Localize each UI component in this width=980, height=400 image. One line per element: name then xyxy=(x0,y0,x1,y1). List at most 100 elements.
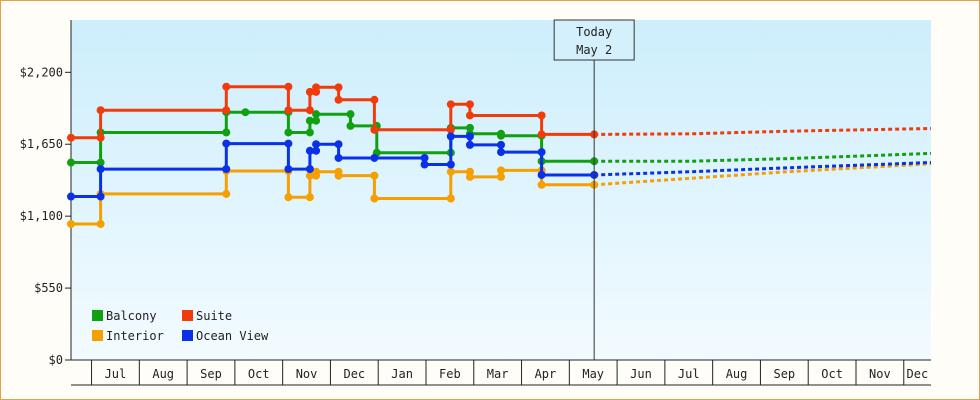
series-point xyxy=(312,110,321,119)
y-tick-label: $1,100 xyxy=(20,209,63,223)
today-marker: Today May 2 xyxy=(553,19,635,360)
x-tick-label: Jan xyxy=(391,367,413,381)
series-point xyxy=(312,116,321,125)
today-date: May 2 xyxy=(576,43,612,57)
series-point xyxy=(497,172,505,181)
series-point xyxy=(222,106,231,115)
x-tick-label: Apr xyxy=(535,367,557,381)
series-point xyxy=(222,139,231,148)
series-point xyxy=(96,220,105,228)
series-point xyxy=(305,193,314,202)
series-point xyxy=(284,106,293,115)
series-point xyxy=(537,180,546,189)
y-tick-label: $550 xyxy=(34,281,63,295)
series-point xyxy=(222,128,231,137)
series-point xyxy=(284,128,293,137)
today-label-box xyxy=(553,19,635,61)
legend-label: Interior xyxy=(106,329,164,343)
series-point xyxy=(497,140,505,149)
series-point xyxy=(222,165,231,174)
x-tick-label: Nov xyxy=(296,367,318,381)
series-point xyxy=(284,193,293,202)
legend: Balcony Suite Interior Ocean View xyxy=(92,309,269,343)
series-point xyxy=(334,140,343,149)
series-point xyxy=(334,171,343,180)
series-point xyxy=(284,139,293,148)
series-point xyxy=(305,116,314,125)
series-line-1 xyxy=(71,85,595,140)
y-tick-label: $1,650 xyxy=(20,137,63,151)
series-point xyxy=(305,165,314,174)
series-point xyxy=(96,158,105,167)
legend-label: Ocean View xyxy=(196,329,269,343)
x-tick-label: Oct xyxy=(821,367,843,381)
legend-label: Suite xyxy=(196,309,232,323)
series-point xyxy=(67,158,75,167)
series-point xyxy=(446,132,455,141)
series-point xyxy=(305,128,314,137)
x-tick-label: Dec xyxy=(907,367,929,381)
series-point xyxy=(96,133,105,142)
series-point xyxy=(370,95,379,104)
series-layer xyxy=(67,82,932,228)
series-point xyxy=(370,171,379,180)
series-point xyxy=(312,167,321,176)
series-point xyxy=(420,160,429,169)
series-point xyxy=(497,166,505,175)
series-point xyxy=(67,220,75,228)
x-tick-label: May xyxy=(582,367,604,381)
series-point xyxy=(96,165,105,174)
plot-area xyxy=(71,20,931,360)
series-point xyxy=(346,110,355,119)
y-axis: $0 $550 $1,100 $1,650 $2,200 xyxy=(20,20,72,367)
x-tick-label: Jul xyxy=(678,367,700,381)
series-point xyxy=(370,194,379,203)
legend-swatch xyxy=(182,310,193,321)
x-axis: Jul Aug Sep Oct Nov Dec Jan Feb Mar Apr May Jun Jul A… xyxy=(71,359,931,386)
legend-label: Balcony xyxy=(106,309,157,323)
series-point xyxy=(465,132,474,141)
series-point xyxy=(284,82,293,91)
x-tick-label: Mar xyxy=(487,367,509,381)
legend-swatch xyxy=(92,330,103,341)
series-point xyxy=(334,153,343,162)
legend-swatch xyxy=(182,330,193,341)
series-point xyxy=(446,160,455,169)
series-point xyxy=(346,121,355,130)
series-point xyxy=(465,172,474,181)
series-point xyxy=(370,125,379,134)
series-point xyxy=(305,106,314,115)
series-point xyxy=(96,192,105,201)
series-point xyxy=(465,140,474,149)
legend-swatch xyxy=(92,310,103,321)
series-point xyxy=(465,111,474,120)
today-label: Today xyxy=(576,25,612,39)
series-point xyxy=(446,125,455,134)
series-point xyxy=(420,153,429,162)
series-point xyxy=(312,146,321,155)
series-point xyxy=(67,133,75,142)
series-point xyxy=(537,130,546,139)
series-point xyxy=(334,95,343,104)
series-point xyxy=(465,100,474,109)
series-point xyxy=(537,148,546,157)
x-tick-label: Aug xyxy=(726,367,748,381)
series-point xyxy=(370,153,379,162)
series-point xyxy=(305,146,314,155)
series-point xyxy=(241,108,250,117)
series-point xyxy=(446,194,455,203)
series-point xyxy=(465,123,474,132)
series-point xyxy=(446,100,455,109)
y-tick-label: $0 xyxy=(49,353,63,367)
series-point xyxy=(222,82,231,91)
y-tick-label: $2,200 xyxy=(20,65,63,79)
series-point xyxy=(284,165,293,174)
series-point xyxy=(497,148,505,157)
x-tick-label: Jul xyxy=(105,367,127,381)
x-tick-label: Aug xyxy=(152,367,174,381)
series-point xyxy=(497,131,505,140)
series-point xyxy=(312,140,321,149)
series-point xyxy=(305,171,314,180)
series-point xyxy=(312,83,321,92)
